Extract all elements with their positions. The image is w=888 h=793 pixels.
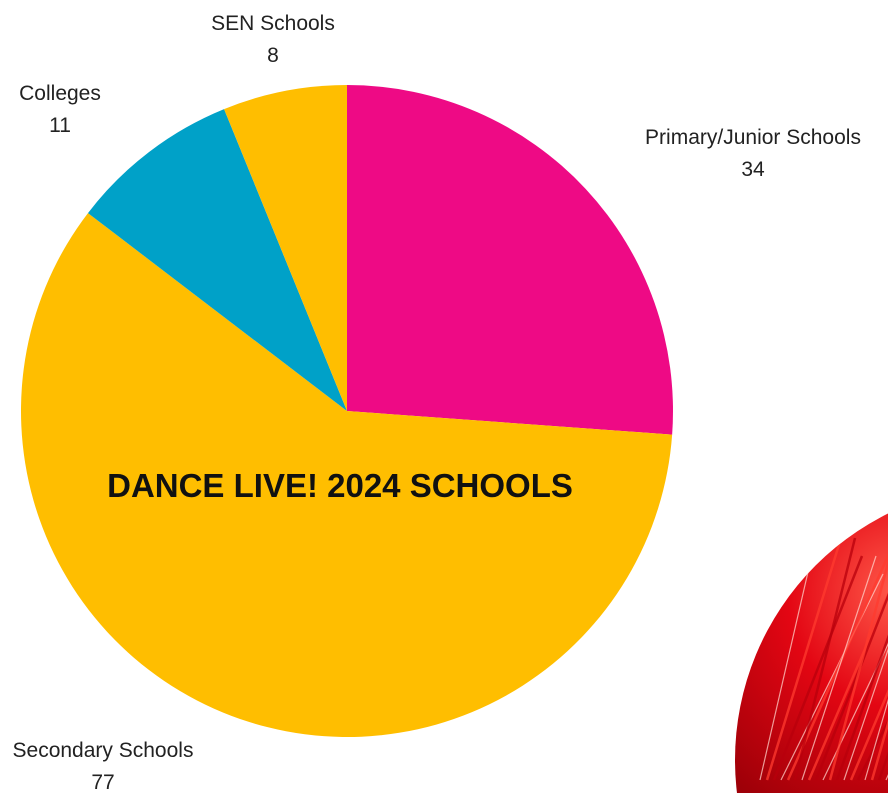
slice-label-3: SEN Schools: [211, 12, 335, 35]
photo-streak: [786, 519, 888, 781]
slice-label-1: Secondary Schools: [13, 739, 194, 762]
slice-label-2: Colleges: [19, 82, 101, 105]
slice-value-1: 77: [91, 771, 114, 793]
decorative-photo: [735, 485, 888, 793]
photo-streak: [835, 573, 888, 781]
pie-slice-1: [20, 213, 673, 738]
photo-streak: [870, 519, 888, 781]
pie-slice-2: [87, 109, 347, 411]
pie-slice-3: [224, 85, 347, 411]
pie-slice-0: [347, 85, 673, 435]
slice-value-2: 11: [49, 114, 71, 137]
photo-streak: [801, 555, 877, 781]
photo-streak: [780, 573, 884, 781]
slice-label-0: Primary/Junior Schools: [645, 126, 861, 149]
photo-streak: [843, 519, 888, 781]
photo-streak: [814, 519, 888, 781]
slice-value-0: 34: [741, 158, 765, 181]
photo-streak: [765, 537, 843, 781]
photo-streak: [828, 555, 888, 781]
photo-streak: [856, 555, 888, 781]
photo-streak: [849, 537, 888, 781]
photo-streak: [772, 555, 864, 781]
photo-streak: [793, 537, 857, 781]
slice-value-3: 8: [267, 44, 279, 67]
chart-title: DANCE LIVE! 2024 SCHOOLS: [107, 467, 573, 504]
photo-streak: [864, 573, 888, 781]
